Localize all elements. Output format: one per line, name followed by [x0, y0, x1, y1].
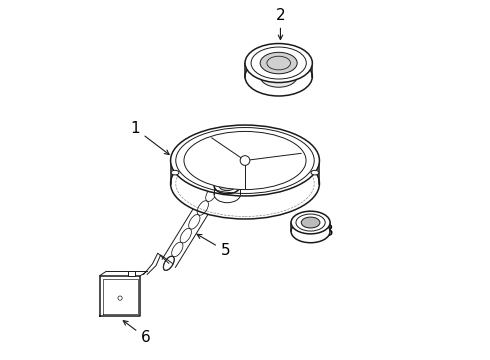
Ellipse shape [291, 220, 330, 243]
Circle shape [240, 156, 250, 165]
Text: 5: 5 [197, 234, 230, 258]
Bar [128, 271, 135, 276]
Ellipse shape [311, 170, 319, 175]
Ellipse shape [291, 211, 330, 234]
Text: 2: 2 [276, 8, 285, 40]
Ellipse shape [214, 177, 241, 194]
Ellipse shape [245, 57, 312, 96]
Text: 6: 6 [123, 321, 150, 345]
Ellipse shape [245, 44, 312, 82]
Ellipse shape [171, 148, 319, 219]
Ellipse shape [184, 131, 306, 190]
Ellipse shape [214, 186, 241, 203]
Ellipse shape [301, 217, 320, 228]
Ellipse shape [219, 180, 236, 191]
Ellipse shape [164, 256, 174, 270]
Ellipse shape [171, 125, 319, 196]
Ellipse shape [260, 66, 297, 87]
Text: 3: 3 [318, 224, 333, 239]
Ellipse shape [260, 52, 297, 74]
Text: 1: 1 [130, 121, 169, 154]
Text: 4: 4 [235, 193, 262, 211]
Ellipse shape [171, 170, 179, 175]
